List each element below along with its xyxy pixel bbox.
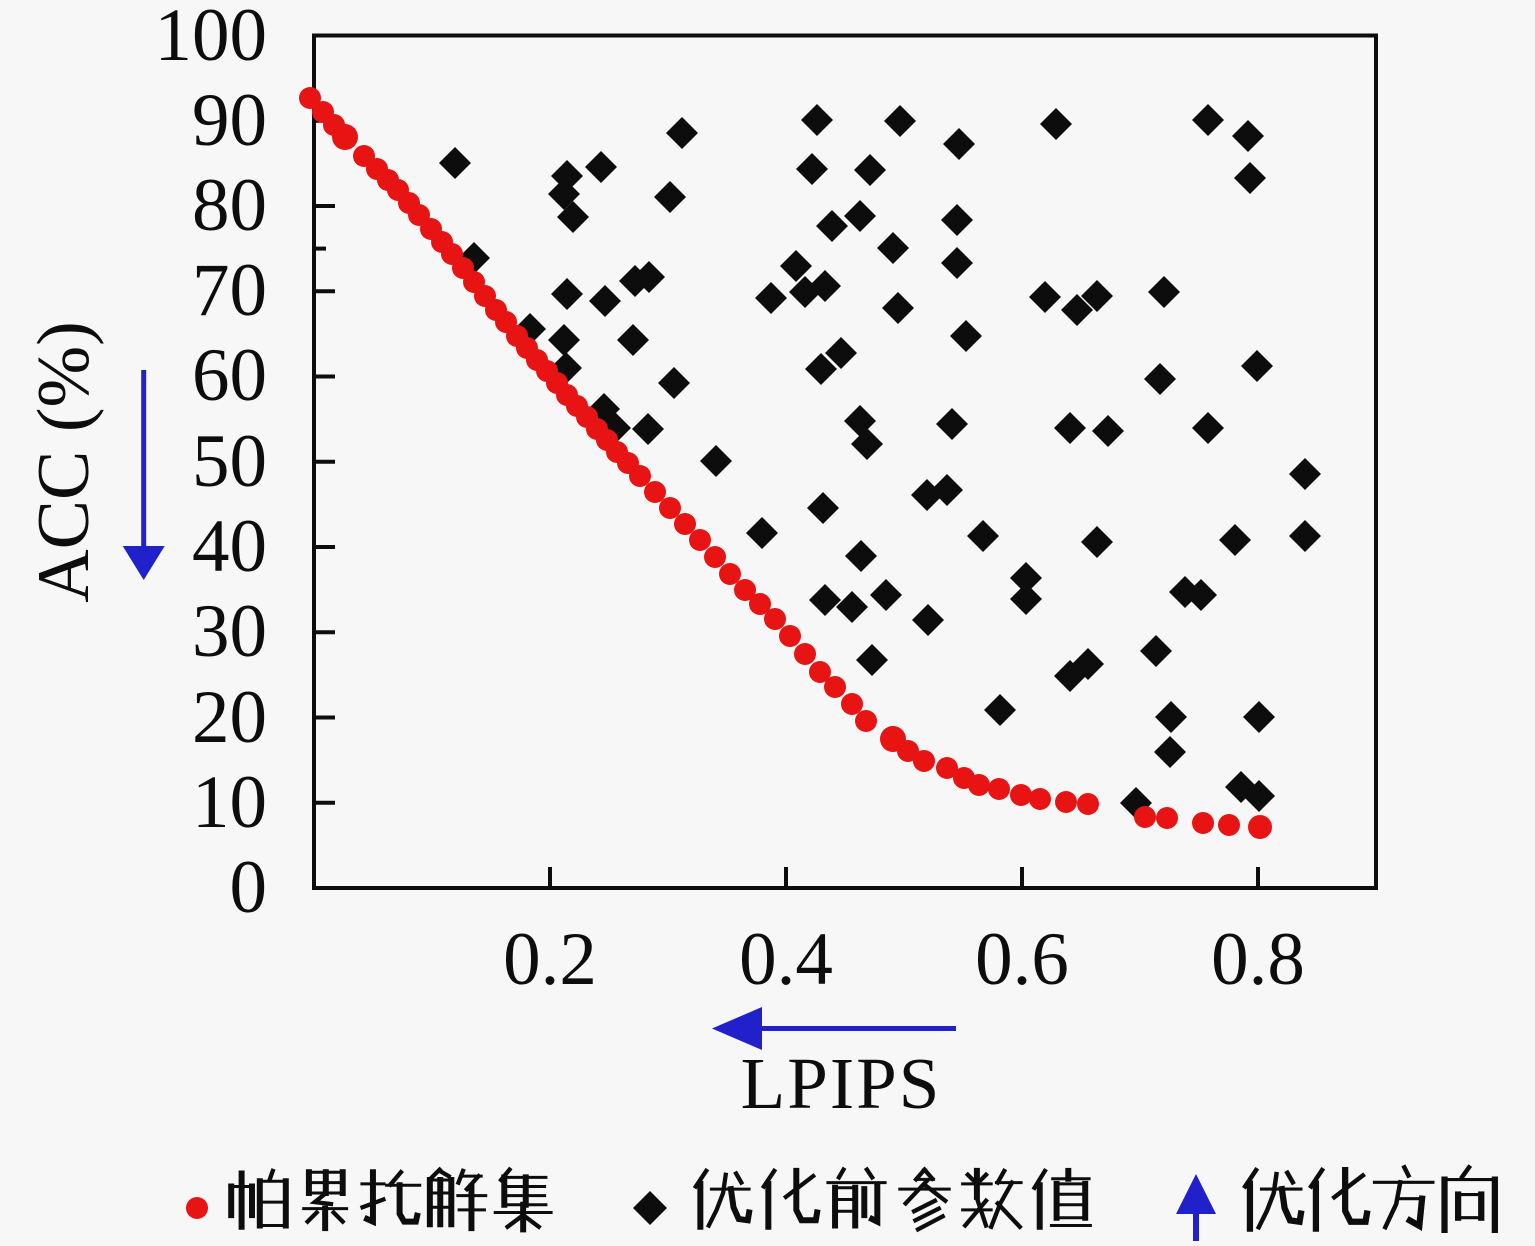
svg-text:0.8: 0.8 — [1211, 918, 1305, 1001]
svg-text:70: 70 — [192, 249, 267, 332]
svg-text:50: 50 — [192, 420, 267, 503]
svg-text:0.6: 0.6 — [975, 918, 1069, 1001]
svg-text:60: 60 — [192, 334, 267, 417]
svg-text:0.4: 0.4 — [739, 918, 833, 1001]
svg-text:100: 100 — [155, 0, 268, 77]
svg-text:20: 20 — [192, 676, 267, 759]
svg-text:0.2: 0.2 — [503, 918, 597, 1001]
svg-text:80: 80 — [192, 164, 267, 247]
svg-text:90: 90 — [192, 79, 267, 162]
svg-text:0: 0 — [230, 846, 268, 929]
svg-text:40: 40 — [192, 505, 267, 588]
svg-text:LPIPS: LPIPS — [741, 1043, 942, 1124]
svg-text:30: 30 — [192, 590, 267, 673]
svg-text:10: 10 — [192, 761, 267, 844]
svg-text:ACC (%): ACC (%) — [23, 321, 105, 603]
